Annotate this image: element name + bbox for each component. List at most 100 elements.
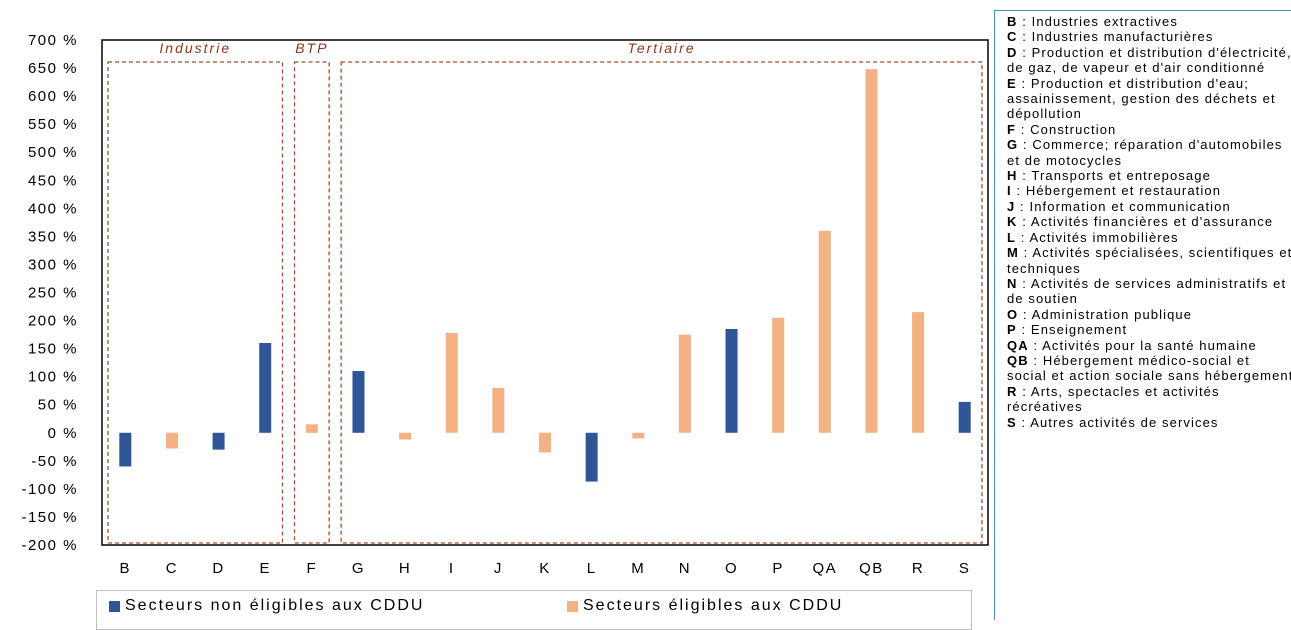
x-tick-label-s: S: [959, 560, 971, 577]
sector-entry: D : Production et distribution d'électri…: [1007, 45, 1291, 76]
group-box-industrie: [107, 61, 284, 544]
x-tick-label-k: K: [539, 560, 551, 577]
sector-code: C: [1007, 29, 1018, 45]
bar-r: [912, 312, 925, 433]
sector-entry: C : Industries manufacturières: [1007, 29, 1291, 44]
sector-code: F: [1007, 121, 1017, 137]
bar-e: [259, 343, 272, 433]
group-box-btp: [293, 61, 330, 544]
sector-entry: QA : Activités pour la santé humaine: [1007, 338, 1291, 353]
x-tick-label-b: B: [120, 560, 132, 577]
sector-description: : Activités pour la santé humaine: [1028, 337, 1257, 353]
sector-entry: QB : Hébergement médico-social et social…: [1007, 353, 1291, 384]
sector-entry: O : Administration publique: [1007, 307, 1291, 322]
sector-description: : Industries extractives: [1017, 14, 1178, 29]
sector-code: I: [1007, 183, 1012, 199]
x-tick-label-g: G: [352, 560, 365, 577]
bar-d: [212, 432, 225, 450]
sector-code: H: [1007, 168, 1018, 184]
sector-description: : Administration publique: [1018, 306, 1193, 322]
y-tick-label: 650 %: [28, 60, 78, 77]
bar-c: [165, 432, 178, 449]
legend-label-non-eligible: Secteurs non éligibles aux CDDU: [125, 597, 425, 614]
sector-entry: F : Construction: [1007, 122, 1291, 137]
sector-entry: P : Enseignement: [1007, 322, 1291, 337]
sector-entry: L : Activités immobilières: [1007, 230, 1291, 245]
chart-legend: Secteurs non éligibles aux CDDU Secteurs…: [96, 590, 972, 630]
sector-description: : Hébergement médico-social et social et…: [1007, 352, 1291, 384]
y-tick-label: 400 %: [28, 200, 78, 217]
sector-description: : Activités immobilières: [1016, 229, 1179, 245]
sector-code: B: [1007, 14, 1018, 29]
sector-description: : Production et distribution d'eau; assa…: [1007, 75, 1276, 122]
sector-description: : Activités de services administratifs e…: [1007, 275, 1287, 307]
sector-code: S: [1007, 414, 1017, 430]
sector-description: : Production et distribution d'électrici…: [1007, 44, 1291, 76]
sector-code: M: [1007, 245, 1019, 261]
y-tick-label: 200 %: [28, 313, 78, 330]
y-tick-label: 50 %: [38, 397, 78, 414]
group-label-tertiaire: Tertiaire: [628, 40, 696, 56]
x-tick-label-h: H: [399, 560, 411, 577]
sector-description: : Hébergement et restauration: [1011, 183, 1222, 199]
x-tick-label-qb: QB: [859, 560, 884, 577]
sector-entry: J : Information et communication: [1007, 199, 1291, 214]
sector-entry: R : Arts, spectacles et activités récréa…: [1007, 384, 1291, 415]
y-tick-label: 500 %: [28, 144, 78, 161]
y-tick-label: -100 %: [21, 481, 78, 498]
bar-b: [119, 432, 132, 467]
sector-entry: K : Activités financières et d'assurance: [1007, 214, 1291, 229]
y-tick-label: -200 %: [21, 537, 78, 554]
sector-description: : Activités spécialisées, scientifiques …: [1007, 245, 1291, 276]
legend-swatch-non-eligible: [109, 600, 120, 612]
sector-entry: I : Hébergement et restauration: [1007, 183, 1291, 198]
sector-entry: M : Activités spécialisées, scientifique…: [1007, 245, 1291, 276]
plot-area-frame: [101, 39, 989, 546]
legend-item-eligible: Secteurs éligibles aux CDDU: [567, 597, 843, 615]
x-tick-label-r: R: [912, 560, 924, 577]
sector-code: K: [1007, 214, 1018, 230]
sector-description: : Autres activités de services: [1016, 414, 1219, 430]
group-label-industrie: Industrie: [159, 40, 231, 56]
bar-p: [772, 317, 785, 433]
sector-code: O: [1007, 306, 1019, 322]
x-tick-label-n: N: [679, 560, 691, 577]
bar-i: [445, 332, 458, 433]
bar-n: [678, 334, 691, 433]
bar-o: [725, 328, 738, 433]
sector-entry: B : Industries extractives: [1007, 14, 1291, 29]
x-tick-label-l: L: [587, 560, 597, 577]
legend-label-eligible: Secteurs éligibles aux CDDU: [583, 597, 844, 614]
sector-entry: G : Commerce; réparation d'automobiles e…: [1007, 137, 1291, 168]
sector-description: : Enseignement: [1016, 322, 1128, 338]
sector-description: : Commerce; réparation d'automobiles et …: [1007, 137, 1283, 168]
x-tick-label-qa: QA: [812, 560, 837, 577]
sector-entry: N : Activités de services administratifs…: [1007, 276, 1291, 307]
x-tick-label-e: E: [259, 560, 271, 577]
bar-chart: -200 % -150 % -100 % -50 % 0 % 50 % 100 % 150 %…: [21, 32, 989, 577]
sector-description: : Construction: [1016, 121, 1117, 137]
sector-entry: H : Transports et entreposage: [1007, 168, 1291, 183]
x-tick-label-c: C: [166, 560, 178, 577]
y-tick-label: 0 %: [48, 425, 78, 442]
y-tick-label: 100 %: [28, 369, 78, 386]
x-tick-label-d: D: [212, 560, 224, 577]
y-tick-label: 550 %: [28, 116, 78, 133]
sector-code: QB: [1007, 352, 1029, 368]
sector-description: : Activités financières et d'assurance: [1017, 214, 1274, 230]
sector-description: : Information et communication: [1015, 198, 1231, 214]
bar-s: [958, 401, 971, 433]
bar-k: [539, 432, 551, 453]
sector-code: J: [1007, 198, 1016, 214]
bar-f: [305, 424, 318, 433]
group-box-tertiaire: [340, 61, 983, 544]
sector-code: L: [1007, 229, 1017, 245]
y-tick-label: 150 %: [28, 341, 78, 358]
x-tick-label-p: P: [772, 560, 784, 577]
y-tick-label: -150 %: [21, 509, 78, 526]
sector-entry: E : Production et distribution d'eau; as…: [1007, 76, 1291, 122]
sector-entry: S : Autres activités de services: [1007, 415, 1291, 430]
y-tick-label: 350 %: [28, 228, 78, 245]
bar-m: [632, 432, 645, 439]
bar-h: [399, 432, 412, 440]
